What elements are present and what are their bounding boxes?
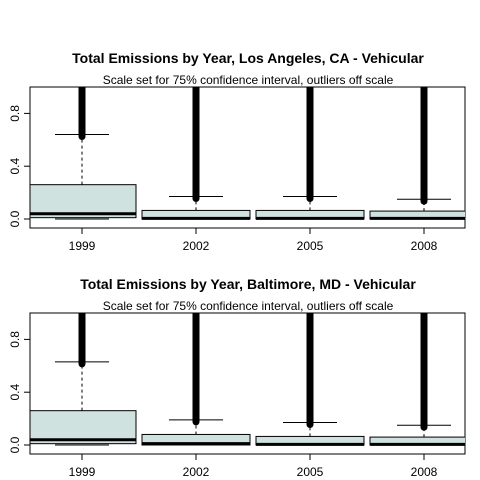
y-tick-label: 0.0: [8, 436, 22, 453]
y-tick-label: 0.4: [8, 158, 22, 175]
x-axis: 1999 2002 2005 2008: [69, 453, 438, 479]
panel-los-angeles: Total Emissions by Year, Los Angeles, CA…: [8, 50, 466, 253]
chart-title: Total Emissions by Year, Baltimore, MD -…: [80, 276, 416, 292]
x-tick-label: 2002: [183, 465, 210, 479]
plot-marks: [30, 313, 465, 446]
panel-baltimore: Total Emissions by Year, Baltimore, MD -…: [8, 276, 466, 479]
x-tick-label: 1999: [69, 465, 96, 479]
x-tick-label: 2008: [411, 239, 438, 253]
y-axis: 0.0 0.4 0.8: [8, 331, 31, 453]
box-1999: [30, 410, 137, 445]
x-axis: 1999 2002 2005 2008: [69, 227, 438, 253]
x-tick-label: 2005: [297, 465, 324, 479]
y-axis: 0.0 0.4 0.8: [8, 105, 31, 227]
x-tick-label: 1999: [69, 239, 96, 253]
chart-title: Total Emissions by Year, Los Angeles, CA…: [72, 50, 424, 66]
chart-subtitle: Scale set for 75% confidence interval, o…: [103, 299, 394, 313]
y-tick-label: 0.8: [8, 331, 22, 348]
x-tick-label: 2002: [183, 239, 210, 253]
box-1999: [30, 184, 137, 219]
plot-marks: [30, 87, 465, 220]
y-tick-label: 0.0: [8, 210, 22, 227]
x-tick-label: 2005: [297, 239, 324, 253]
x-tick-label: 2008: [411, 465, 438, 479]
y-tick-label: 0.4: [8, 384, 22, 401]
chart-subtitle: Scale set for 75% confidence interval, o…: [103, 73, 394, 87]
y-tick-label: 0.8: [8, 105, 22, 122]
